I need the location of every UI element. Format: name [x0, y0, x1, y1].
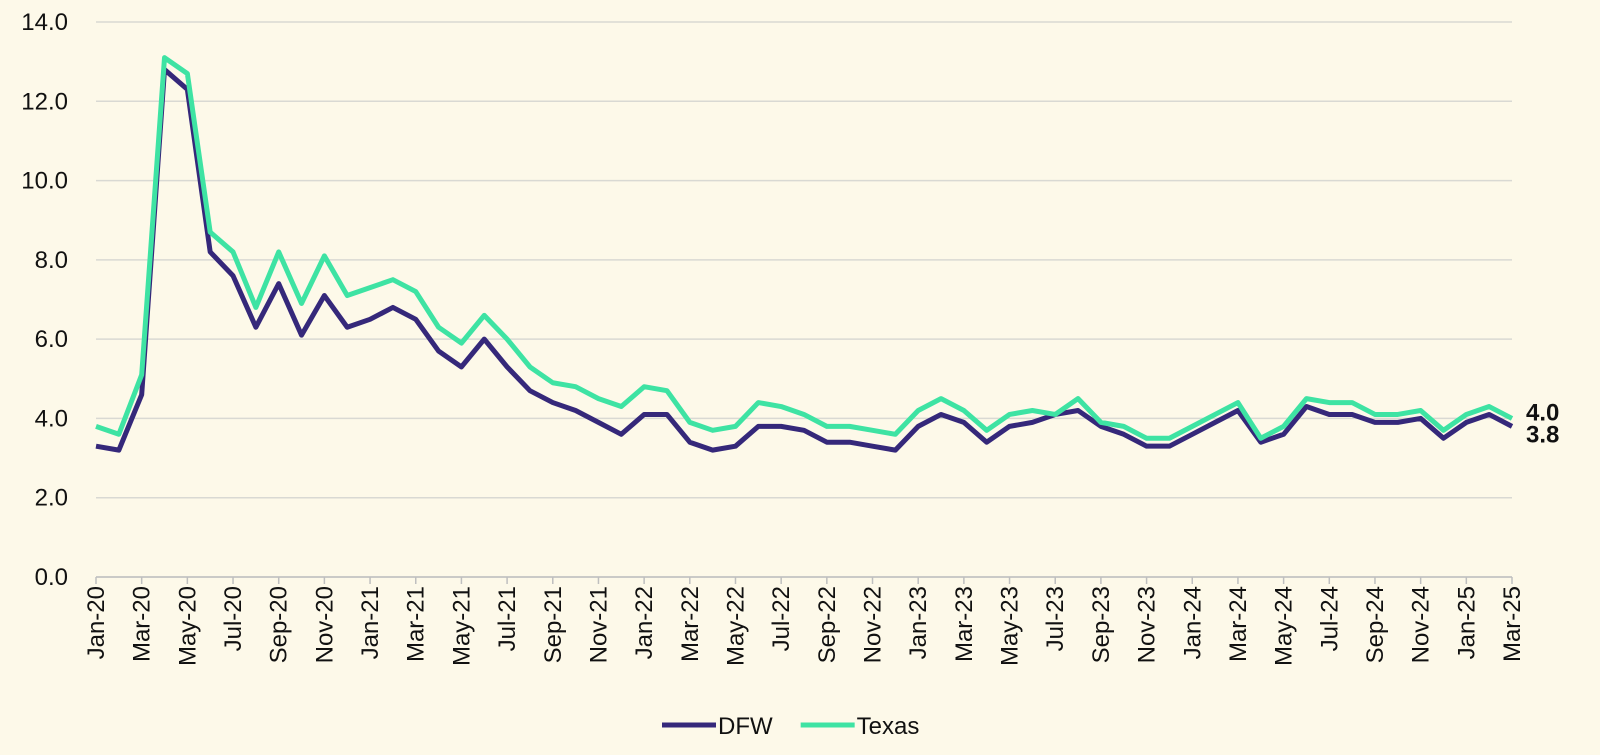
- x-tick-label: May-23: [997, 586, 1024, 666]
- x-tick-label: Mar-24: [1225, 586, 1252, 662]
- x-tick-label: Mar-22: [677, 586, 704, 662]
- y-tick-label: 8.0: [35, 247, 68, 274]
- data-label: 3.8: [1526, 421, 1559, 448]
- y-tick-label: 12.0: [21, 88, 68, 115]
- x-tick-label: Jul-24: [1316, 586, 1343, 651]
- x-tick-label: Jul-21: [494, 586, 521, 651]
- x-tick-label: Jan-25: [1453, 586, 1480, 659]
- x-tick-label: Jul-20: [220, 586, 247, 651]
- x-tick-label: Mar-20: [129, 586, 156, 662]
- x-tick-label: Sep-22: [814, 586, 841, 663]
- x-tick-label: Nov-20: [311, 586, 338, 663]
- legend-label: Texas: [857, 713, 920, 740]
- y-tick-label: 2.0: [35, 485, 68, 512]
- x-tick-label: Jan-22: [631, 586, 658, 659]
- y-tick-label: 6.0: [35, 326, 68, 353]
- y-tick-label: 4.0: [35, 405, 68, 432]
- x-tick-label: May-20: [174, 586, 201, 666]
- x-tick-label: May-24: [1271, 586, 1298, 666]
- x-tick-label: Jan-21: [357, 586, 384, 659]
- x-tick-label: Jan-24: [1179, 586, 1206, 659]
- x-tick-label: Nov-21: [585, 586, 612, 663]
- data-label: 4.0: [1526, 399, 1559, 426]
- x-tick-label: Jul-22: [768, 586, 795, 651]
- x-tick-label: Jan-20: [83, 586, 110, 659]
- x-tick-label: Jan-23: [905, 586, 932, 659]
- x-tick-label: Mar-25: [1499, 586, 1526, 662]
- legend-label: DFW: [718, 713, 773, 740]
- x-tick-label: May-22: [722, 586, 749, 666]
- x-tick-label: Mar-21: [403, 586, 430, 662]
- y-tick-label: 10.0: [21, 168, 68, 195]
- line: [95, 55, 1514, 441]
- x-tick-label: Nov-23: [1134, 586, 1161, 663]
- y-tick-label: 14.0: [21, 9, 68, 36]
- x-tick-label: Mar-23: [951, 586, 978, 662]
- x-tick-label: May-21: [448, 586, 475, 666]
- x-tick-label: Sep-20: [266, 586, 293, 663]
- x-tick-label: Sep-24: [1362, 586, 1389, 663]
- x-tick-label: Nov-24: [1408, 586, 1435, 663]
- line: [95, 67, 1514, 453]
- x-tick-label: Nov-22: [860, 586, 887, 663]
- x-tick-label: Jul-23: [1042, 586, 1069, 651]
- x-tick-label: Sep-21: [540, 586, 567, 663]
- y-tick-label: 0.0: [35, 564, 68, 591]
- x-tick-label: Sep-23: [1088, 586, 1115, 663]
